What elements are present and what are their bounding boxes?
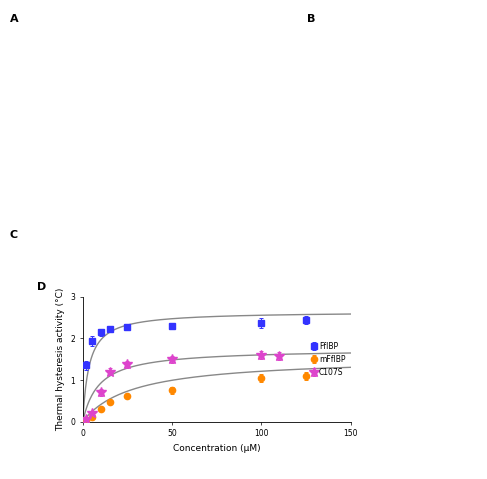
Text: D: D (37, 282, 46, 292)
Text: A: A (10, 14, 19, 24)
Text: B: B (307, 14, 315, 24)
X-axis label: Concentration (μM): Concentration (μM) (173, 444, 261, 453)
Legend: FfIBP, mFfIBP, C107S: FfIBP, mFfIBP, C107S (310, 341, 347, 378)
Text: C: C (10, 230, 18, 240)
Y-axis label: Thermal hysteresis activity (°C): Thermal hysteresis activity (°C) (56, 287, 65, 431)
